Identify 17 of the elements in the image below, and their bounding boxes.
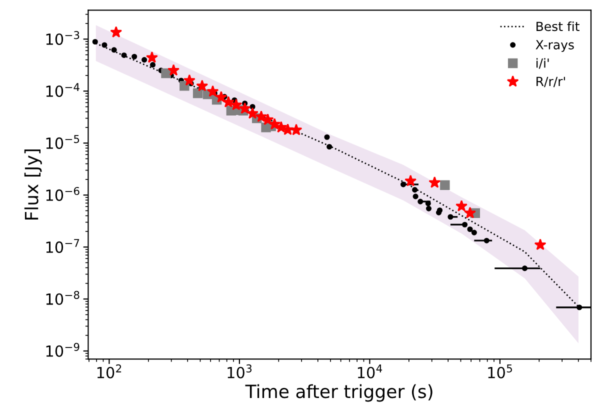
- y-tick-label: 10$^{−5}$: [46, 135, 80, 149]
- y-axis-title: Flux [Jy]: [24, 149, 42, 220]
- x-tick-label: 10$^{2}$: [97, 364, 122, 378]
- y-tick-label: 10$^{−8}$: [46, 290, 80, 305]
- legend-label: R/r/r': [536, 76, 565, 88]
- legend-label: Best fit: [536, 21, 580, 32]
- y-tick-label: 10$^{−3}$: [46, 31, 80, 46]
- x-tick-label: 10$^{5}$: [488, 364, 512, 378]
- y-tick-label: 10$^{−7}$: [46, 239, 80, 253]
- x-axis-title: Time after trigger (s): [245, 384, 432, 402]
- legend-label: X-rays: [536, 40, 574, 52]
- y-tick-label: 10$^{−9}$: [46, 342, 80, 357]
- x-tick-label: 10$^{3}$: [228, 364, 252, 378]
- legend-label: i/i': [536, 58, 549, 69]
- x-tick-label: 10$^{4}$: [358, 364, 382, 378]
- y-tick-label: 10$^{−6}$: [46, 186, 80, 201]
- y-tick-label: 10$^{−4}$: [46, 83, 80, 98]
